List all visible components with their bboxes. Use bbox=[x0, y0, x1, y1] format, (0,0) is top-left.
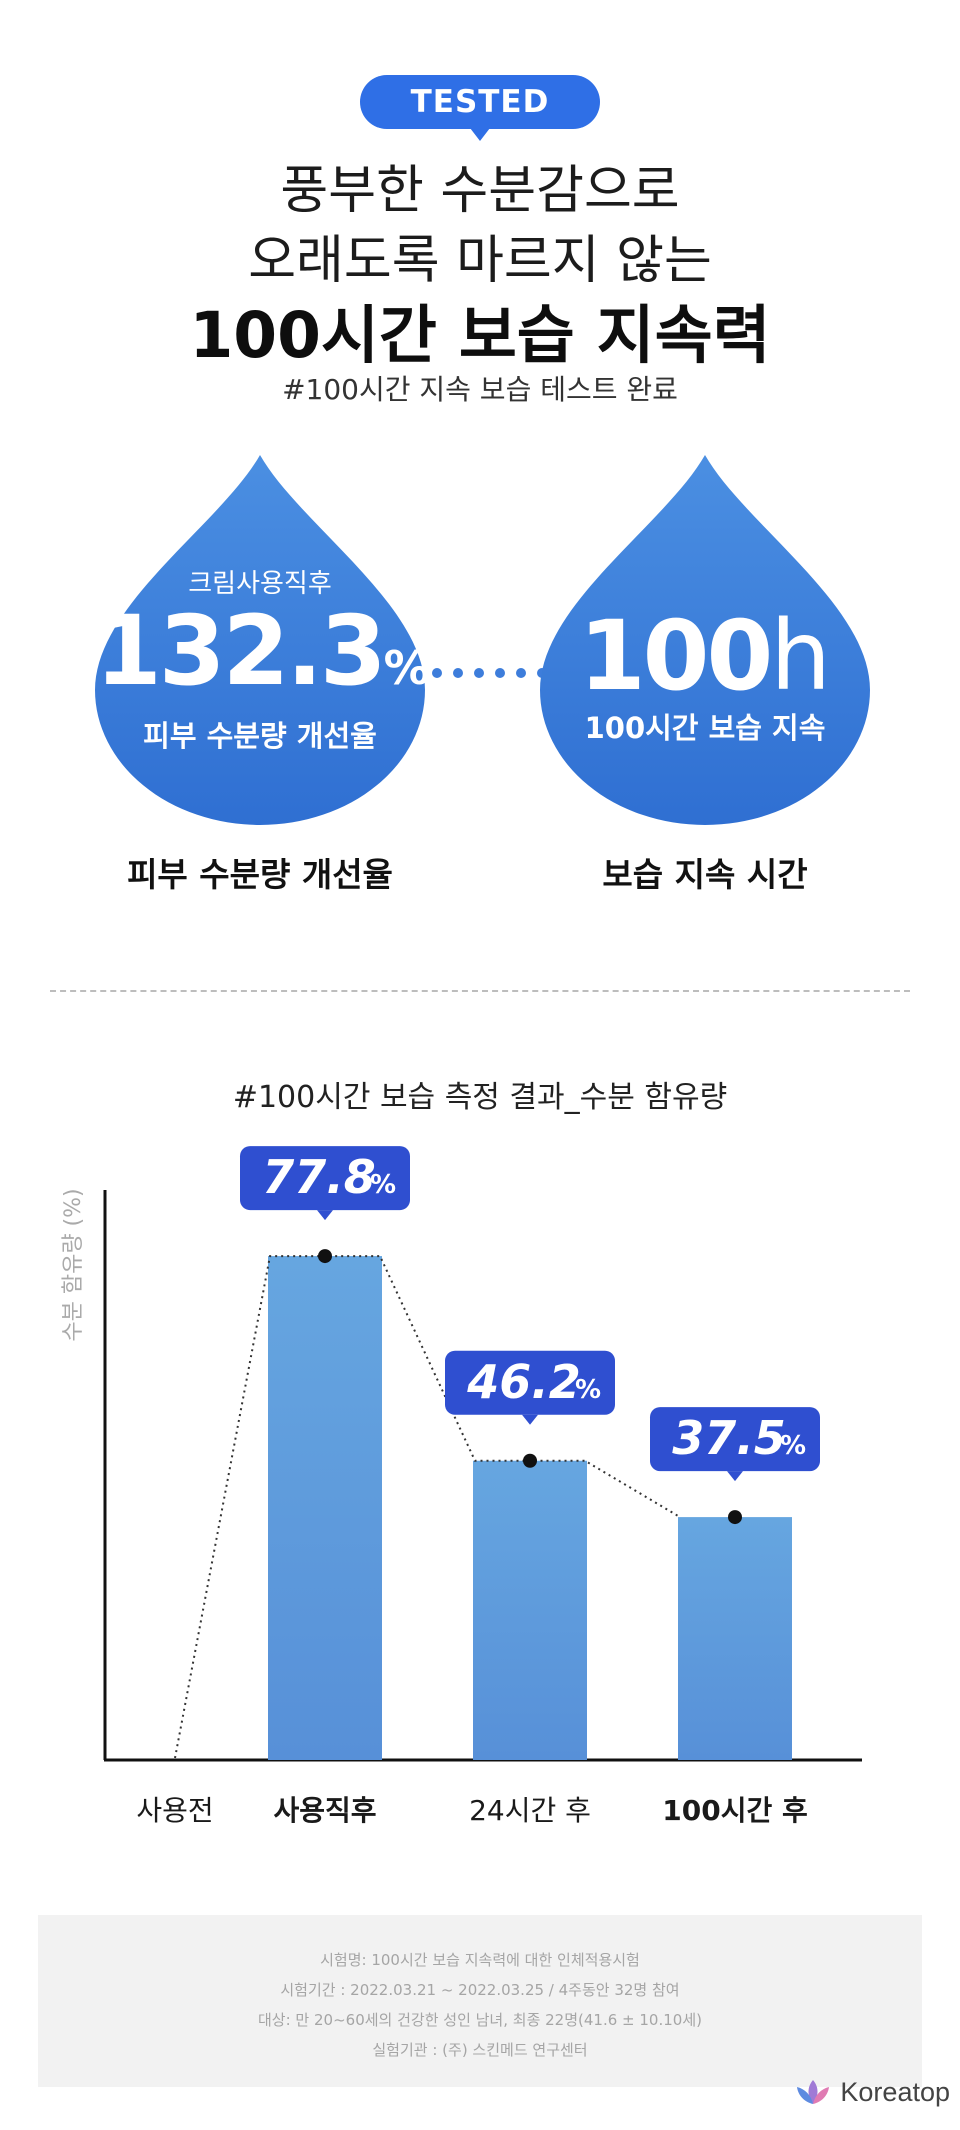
bar-3 bbox=[678, 1517, 792, 1760]
test-period: 시험기간 : 2022.03.21 ~ 2022.03.25 / 4주동안 32… bbox=[280, 1981, 680, 1999]
value-label-bg-3 bbox=[650, 1407, 820, 1472]
drop-caption-left: 피부 수분량 개선율 bbox=[127, 855, 393, 894]
lotus-icon bbox=[797, 2079, 830, 2104]
test-institution: 실험기관 : (주) 스킨메드 연구센터 bbox=[372, 2041, 588, 2059]
dotted-connector bbox=[432, 668, 547, 678]
value-label-bg-2 bbox=[445, 1350, 615, 1415]
value-label-pointer-1 bbox=[317, 1210, 333, 1221]
drop-description: 100시간 보습 지속 bbox=[584, 711, 826, 745]
bar-1 bbox=[268, 1256, 382, 1760]
drop-value-number: 100 bbox=[578, 600, 773, 712]
category-label-0: 사용전 bbox=[136, 1794, 213, 1827]
test-info-box: 시험명: 100시간 보습 지속력에 대한 인체적용시험 시험기간 : 2022… bbox=[38, 1915, 922, 2087]
drop-value-unit: h bbox=[770, 600, 832, 712]
test-subjects: 대상: 만 20~60세의 건강한 성인 남녀, 최종 22명(41.6 ± 1… bbox=[258, 2011, 702, 2029]
category-label-1: 사용직후 bbox=[273, 1794, 376, 1827]
value-label-1: 77.8 bbox=[262, 1150, 376, 1204]
moisture-duration-drop: 100h 100시간 보습 지속 bbox=[540, 455, 870, 825]
subtitle-hashtag: #100시간 지속 보습 테스트 완료 bbox=[282, 373, 678, 406]
trend-dotted-line bbox=[174, 1255, 681, 1759]
drop-big-value: 132.3% bbox=[95, 595, 430, 707]
tested-badge: TESTED bbox=[360, 75, 600, 141]
category-label-2: 24시간 후 bbox=[469, 1794, 591, 1827]
value-label-3: 37.5 bbox=[672, 1411, 786, 1465]
water-drop-icon bbox=[95, 455, 425, 825]
section-divider bbox=[50, 990, 910, 992]
drop-big-value: 100h bbox=[540, 600, 870, 712]
drop-description: 피부 수분량 개선율 bbox=[143, 719, 377, 753]
headline-line-2: 오래도록 마르지 않는 bbox=[248, 231, 712, 291]
chart-title: #100시간 보습 측정 결과_수분 함유량 bbox=[232, 1080, 728, 1115]
water-drop-icon bbox=[540, 455, 870, 825]
value-label-bg-1 bbox=[240, 1146, 410, 1211]
headline-line-3: 100시간 보습 지속력 bbox=[189, 299, 771, 372]
data-point-1 bbox=[318, 1249, 332, 1264]
value-unit-3: % bbox=[780, 1431, 806, 1461]
value-label-pointer-2 bbox=[522, 1414, 538, 1425]
drop-value-number: 132.3 bbox=[95, 595, 387, 707]
category-label-3: 100시간 후 bbox=[662, 1794, 807, 1827]
drop-caption-right: 보습 지속 시간 bbox=[602, 855, 808, 894]
headline-line-1: 풍부한 수분감으로 bbox=[280, 161, 680, 221]
y-axis-label: 수분 함유량 (%) bbox=[61, 1188, 86, 1341]
test-name: 시험명: 100시간 보습 지속력에 대한 인체적용시험 bbox=[320, 1951, 640, 1969]
drop-value-unit: % bbox=[383, 641, 430, 695]
data-point-3 bbox=[728, 1510, 742, 1525]
moisture-bar-chart: 수분 함유량 (%)77.8%46.2%37.5%사용전 사용직후 24시간 후 10… bbox=[61, 1146, 862, 1827]
bar-2 bbox=[473, 1460, 587, 1760]
value-label-2: 46.2 bbox=[466, 1355, 581, 1409]
value-label-pointer-3 bbox=[727, 1471, 743, 1482]
value-unit-1: % bbox=[370, 1170, 396, 1200]
drop-small-label: 크림사용직후 bbox=[188, 569, 332, 599]
brand-name: Koreatop bbox=[840, 2077, 950, 2107]
moisture-improvement-drop: 크림사용직후 132.3% 피부 수분량 개선율 bbox=[95, 455, 430, 825]
data-point-2 bbox=[523, 1453, 537, 1468]
brand-logo: Koreatop bbox=[794, 2077, 950, 2108]
value-unit-2: % bbox=[575, 1375, 601, 1405]
tested-badge-label: TESTED bbox=[410, 84, 550, 120]
